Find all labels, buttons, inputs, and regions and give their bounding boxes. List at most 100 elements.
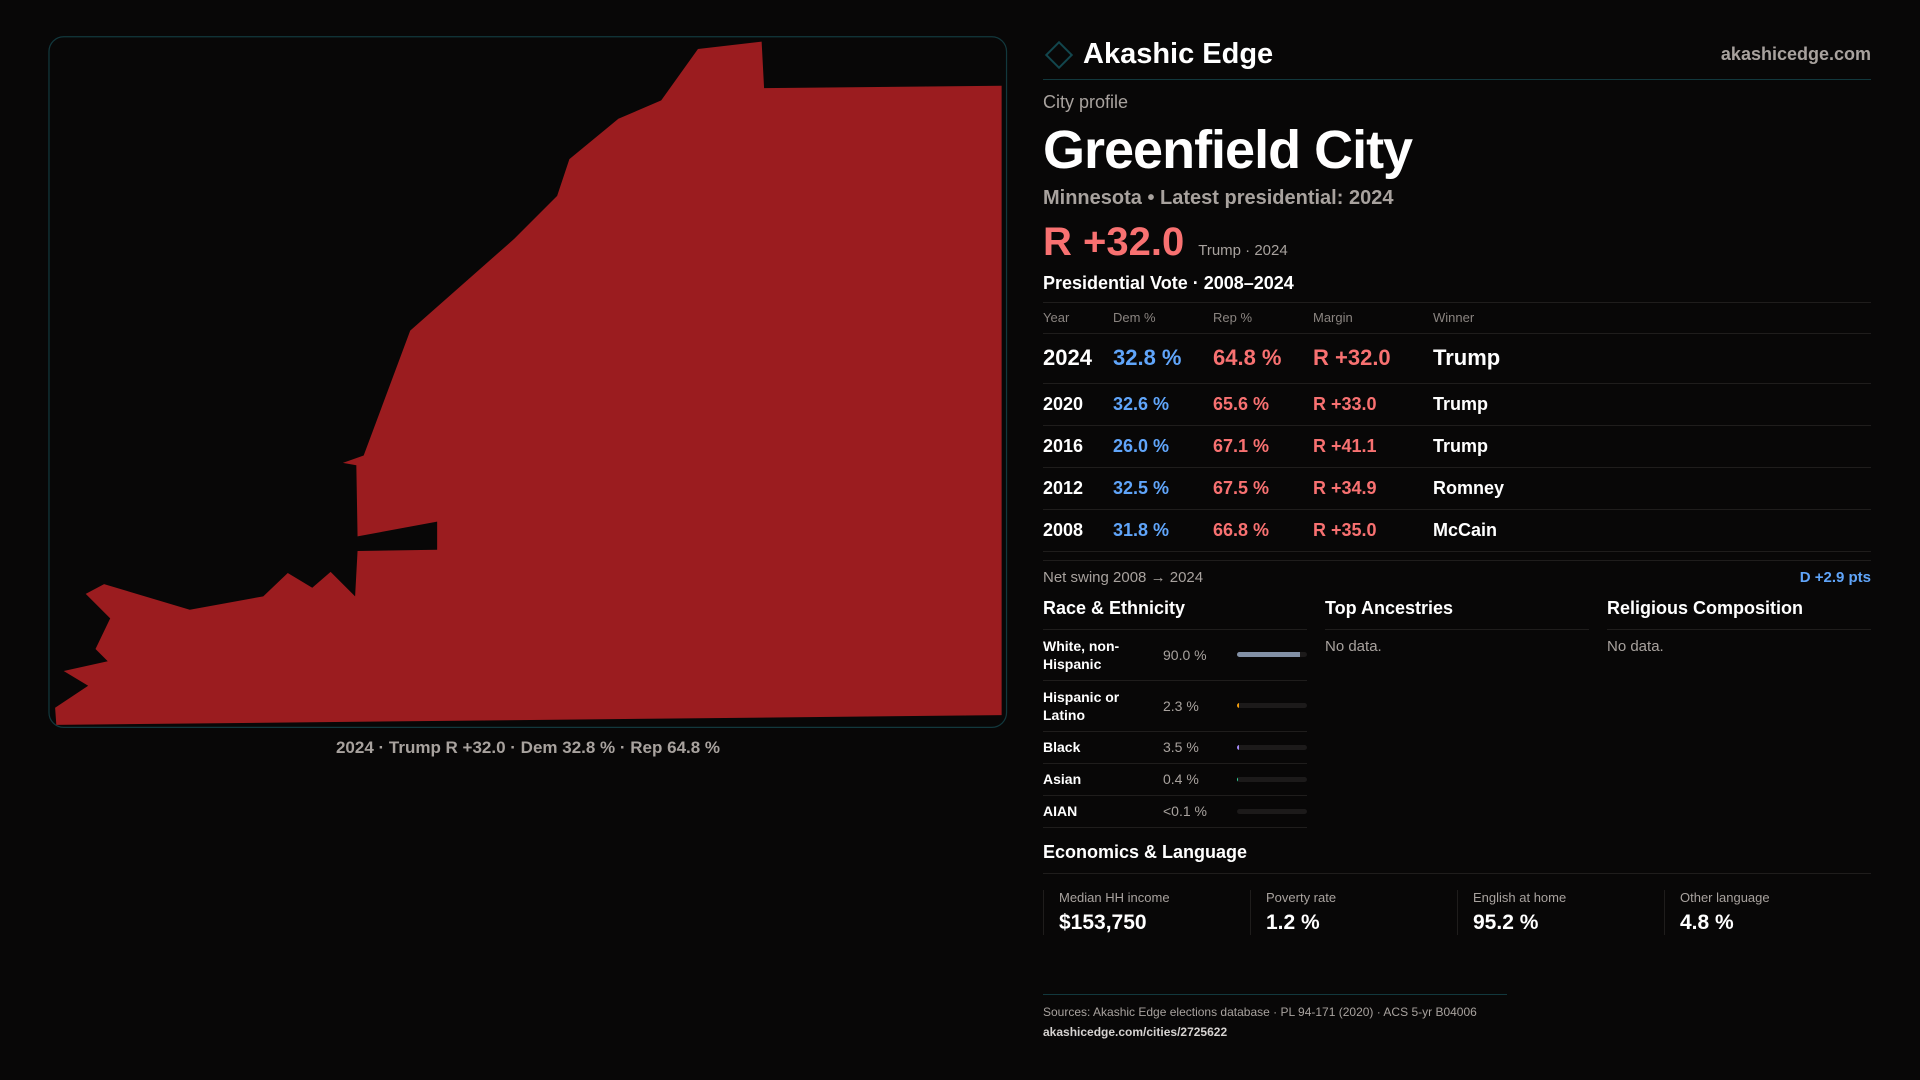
cell: R +34.9 — [1313, 467, 1433, 510]
diamond-logo-icon — [1044, 40, 1074, 69]
cell: 2016 — [1043, 425, 1113, 468]
votes-title: Presidential Vote · 2008–2024 — [1043, 273, 1871, 303]
stat-value: 95.2 % — [1473, 910, 1539, 934]
map-caption: 2024 · Trump R +32.0 · Dem 32.8 % · Rep … — [335, 738, 721, 757]
margin-note: Trump · 2024 — [1198, 242, 1288, 259]
col-margin: Margin — [1313, 303, 1433, 334]
page-url[interactable]: akashicedge.com/cities/2725622 — [1043, 1025, 1228, 1039]
race-value: 2.3 % — [1163, 697, 1199, 714]
header: Akashic Edge akashicedge.com — [1043, 30, 1871, 80]
cell: 2008 — [1043, 509, 1113, 552]
table-row: 2012 32.5 % 67.5 % R +34.9 Romney — [1043, 467, 1871, 510]
race-label: Hispanic or Latino — [1043, 688, 1120, 723]
race-label: White, non-Hispanic — [1043, 637, 1120, 672]
cell: Romney — [1433, 467, 1871, 510]
stat-label: English at home — [1473, 889, 1567, 905]
cell: McCain — [1433, 509, 1871, 552]
race-row: Hispanic or Latino 2.3 % — [1043, 681, 1307, 732]
headline-margin: R +32.0 — [1043, 220, 1185, 264]
stat-value: 4.8 % — [1680, 910, 1734, 934]
cell: 26.0 % — [1113, 425, 1213, 468]
cell: 65.6 % — [1213, 383, 1313, 426]
cell: 67.5 % — [1213, 467, 1313, 510]
table-row: 2016 26.0 % 67.1 % R +41.1 Trump — [1043, 425, 1871, 468]
race-bar — [1237, 652, 1307, 657]
col-winner: Winner — [1433, 303, 1871, 334]
race-bar-fill — [1237, 703, 1239, 708]
race-section: Race & Ethnicity White, non-Hispanic 90.0 … — [1043, 598, 1307, 828]
cell: 32.8 % — [1113, 333, 1213, 384]
table-row: 2020 32.6 % 65.6 % R +33.0 Trump — [1043, 383, 1871, 426]
race-label: AIAN — [1043, 803, 1078, 819]
cell: R +33.0 — [1313, 383, 1433, 426]
race-bar — [1237, 808, 1307, 814]
cell: Trump — [1433, 333, 1871, 384]
stat-value: 1.2 % — [1266, 910, 1320, 934]
religion-title: Religious Composition — [1607, 598, 1871, 630]
table-row: 2024 32.8 % 64.8 % R +32.0 Trump — [1043, 333, 1871, 384]
race-value: 0.4 % — [1163, 771, 1199, 787]
city-boundary[interactable] — [55, 41, 1002, 725]
table-row: 2008 31.8 % 66.8 % R +35.0 McCain — [1043, 509, 1871, 552]
race-label: Black — [1043, 739, 1081, 755]
race-row: AIAN <0.1 % — [1043, 796, 1307, 828]
stat-card: Median HH income $153,750 — [1043, 889, 1250, 935]
site-link[interactable]: akashicedge.com — [1720, 44, 1871, 64]
race-bar-fill — [1237, 776, 1239, 782]
subtitle: Minnesota • Latest presidential: 2024 — [1043, 187, 1394, 209]
cell: 64.8 % — [1213, 333, 1313, 384]
stat-card: Poverty rate 1.2 % — [1250, 889, 1457, 935]
stat-card: Other language 4.8 % — [1664, 889, 1871, 935]
ancestries-title: Top Ancestries — [1325, 598, 1589, 630]
stat-value: $153,750 — [1059, 910, 1147, 934]
race-value: 3.5 % — [1163, 739, 1199, 755]
cell: 32.5 % — [1113, 467, 1213, 510]
brand-name: Akashic Edge — [1083, 38, 1274, 70]
brand[interactable]: Akashic Edge — [1043, 38, 1273, 71]
race-value: 90.0 % — [1163, 646, 1207, 663]
race-title: Race & Ethnicity — [1043, 598, 1307, 630]
ancestries-section: Top Ancestries No data. — [1325, 598, 1589, 828]
economics-title: Economics & Language — [1043, 842, 1871, 874]
race-bar-fill — [1237, 744, 1240, 750]
race-value: <0.1 % — [1163, 803, 1207, 819]
cell: 31.8 % — [1113, 509, 1213, 552]
race-row: Black 3.5 % — [1043, 732, 1307, 764]
cell: Trump — [1433, 425, 1871, 468]
col-year: Year — [1043, 303, 1113, 334]
cell: Trump — [1433, 383, 1871, 426]
kicker: City profile — [1043, 92, 1129, 112]
net-swing: Net swing 2008 → 2024 D +2.9 pts — [1043, 559, 1871, 586]
footer: Sources: Akashic Edge elections database… — [1043, 994, 1507, 1039]
stat-label: Median HH income — [1059, 889, 1170, 905]
ancestries-empty: No data. — [1325, 637, 1382, 655]
cell: R +32.0 — [1313, 333, 1433, 384]
swing-value: D +2.9 pts — [1799, 568, 1871, 586]
swing-label: Net swing 2008 → 2024 — [1043, 568, 1204, 586]
race-bar — [1237, 703, 1307, 708]
race-bar-fill — [1237, 652, 1300, 657]
cell: 67.1 % — [1213, 425, 1313, 468]
religion-empty: No data. — [1607, 637, 1664, 655]
race-row: Asian 0.4 % — [1043, 764, 1307, 796]
race-bar — [1237, 744, 1307, 750]
stat-label: Poverty rate — [1266, 889, 1337, 905]
profile-panel: Akashic Edge akashicedge.com City profil… — [1043, 30, 1871, 935]
cell: R +41.1 — [1313, 425, 1433, 468]
economics-section: Economics & Language Median HH income $15… — [1043, 842, 1871, 935]
stat-label: Other language — [1680, 889, 1770, 905]
page-title: Greenfield City — [1043, 120, 1413, 180]
cell: R +35.0 — [1313, 509, 1433, 552]
col-rep: Rep % — [1213, 303, 1313, 334]
race-bar — [1237, 776, 1307, 782]
cell: 66.8 % — [1213, 509, 1313, 552]
race-label: Asian — [1043, 771, 1082, 787]
stat-card: English at home 95.2 % — [1457, 889, 1664, 935]
col-dem: Dem % — [1113, 303, 1213, 334]
sources: Sources: Akashic Edge elections database… — [1043, 1005, 1477, 1019]
cell: 2020 — [1043, 383, 1113, 426]
race-row: White, non-Hispanic 90.0 % — [1043, 630, 1307, 681]
cell: 2012 — [1043, 467, 1113, 510]
religion-section: Religious Composition No data. — [1607, 598, 1871, 828]
